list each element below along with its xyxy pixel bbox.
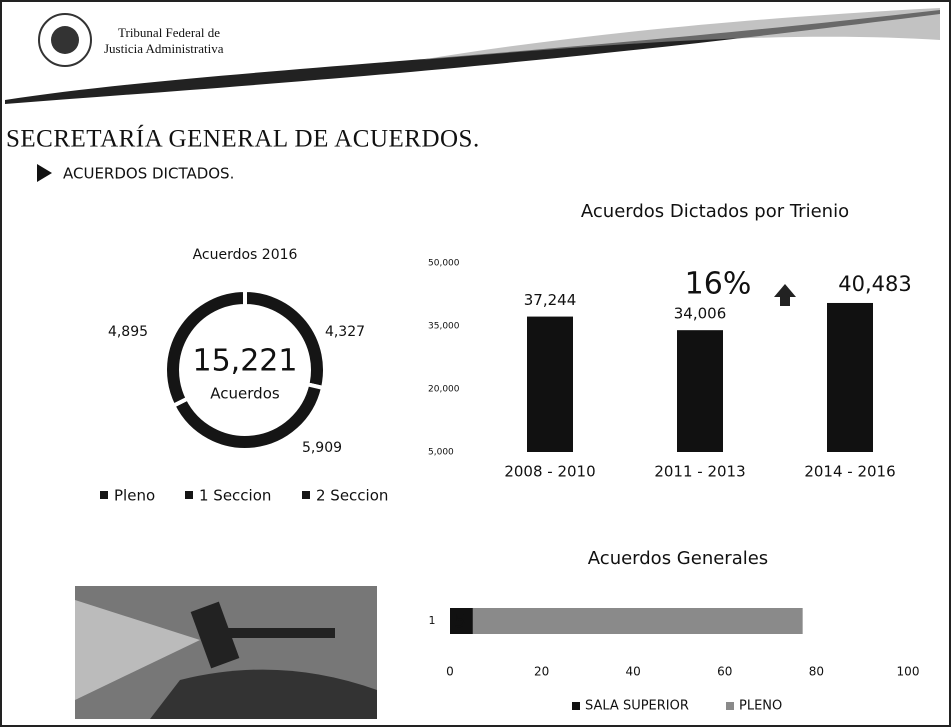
y-tick-label: 5,000 [428,448,454,458]
x-tick-label: 2011 - 2013 [654,463,745,481]
chart-title: Acuerdos 2016 [193,247,298,263]
value-label: 34,006 [674,305,727,323]
page: Tribunal Federal de Justicia Administrat… [0,0,951,727]
value-label: 4,327 [325,324,365,340]
value-label: 37,244 [524,291,577,309]
chart-title: Acuerdos Dictados por Trienio [581,201,849,222]
bar [677,330,723,452]
annotation: 16% [685,267,752,302]
legend-label: 1 Seccion [199,487,271,505]
x-tick-label: 2008 - 2010 [504,463,595,481]
bar [527,317,573,452]
y-tick-label: 35,000 [428,322,460,332]
gavel-handle [225,628,335,638]
bar [827,303,873,452]
value-label: 40,483 [838,272,911,296]
value-label: 5,909 [302,440,342,456]
x-tick-label: 20 [534,665,549,679]
y-tick-label: 50,000 [428,259,460,269]
org-line2: Justicia Administrativa [104,41,224,56]
legend-label: Pleno [114,487,155,505]
logo-eagle [51,26,79,54]
legend-label: SALA SUPERIOR [585,699,689,714]
legend-label: 2 Seccion [316,487,388,505]
y-tick-label: 20,000 [428,385,460,395]
x-tick-label: 2014 - 2016 [804,463,895,481]
x-tick-label: 0 [446,665,454,679]
slide-title: SECRETARÍA GENERAL DE ACUERDOS. [6,125,480,153]
y-tick-label: 1 [429,614,436,627]
legend-swatch [302,491,310,499]
slide: Tribunal Federal de Justicia Administrat… [0,0,951,727]
center-value: 15,221 [193,344,298,379]
center-text: Acuerdos [210,385,280,403]
bar-segment [473,608,803,634]
legend-swatch [726,702,734,710]
x-tick-label: 60 [717,665,732,679]
legend-label: PLENO [739,699,782,714]
legend-swatch [572,702,580,710]
value-label: 4,895 [108,324,148,340]
org-line1: Tribunal Federal de [118,25,220,40]
x-tick-label: 80 [809,665,824,679]
chart-title: Acuerdos Generales [588,548,768,569]
legend-swatch [100,491,108,499]
value-label: 5 [454,611,465,632]
x-tick-label: 100 [897,665,920,679]
legend-swatch [185,491,193,499]
x-tick-label: 40 [626,665,641,679]
slide-subtitle: ACUERDOS DICTADOS. [63,165,234,183]
